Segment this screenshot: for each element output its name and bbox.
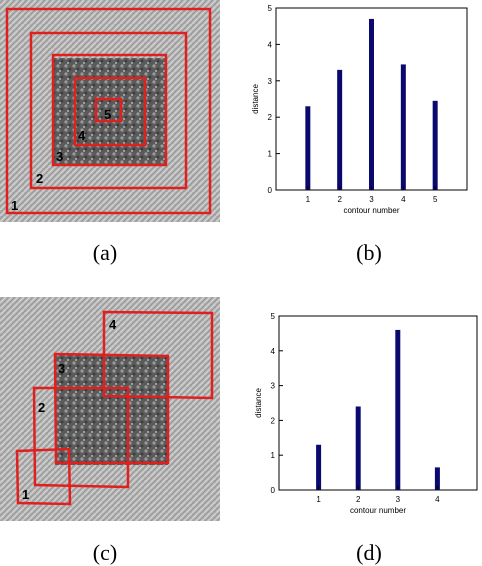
dark-region [53, 58, 167, 166]
contour-label-1: 1 [11, 198, 18, 213]
contour-label-2: 2 [36, 171, 43, 186]
y-tick-label: 1 [271, 451, 276, 460]
contour-3 [53, 352, 170, 465]
x-axis-label: contour number [350, 506, 406, 515]
x-tick-label: 1 [306, 195, 311, 204]
bar-2 [355, 406, 361, 490]
contour-label-3: 3 [56, 149, 63, 164]
y-tick-label: 4 [271, 347, 276, 356]
contour-1 [5, 7, 212, 215]
bar-3 [395, 329, 401, 490]
texture-image-c: 1 2 3 4 [0, 297, 220, 521]
bar-1 [305, 106, 311, 190]
dark-region [55, 355, 168, 465]
x-tick-label: 4 [435, 495, 440, 504]
bar-5 [432, 100, 438, 190]
contour-2 [29, 31, 188, 190]
y-tick-label: 1 [268, 150, 273, 159]
bar-3 [369, 18, 374, 191]
contour-5 [94, 97, 123, 123]
x-tick-label: 2 [337, 195, 342, 204]
y-tick-label: 0 [268, 186, 273, 195]
x-tick-label: 3 [369, 195, 374, 204]
y-tick-label: 3 [268, 77, 273, 86]
caption-c: (c) [92, 540, 118, 565]
contour-label-4: 4 [109, 317, 117, 332]
y-tick-label: 0 [271, 486, 276, 495]
contour-label-3: 3 [58, 361, 65, 376]
y-tick-label: 2 [268, 113, 273, 122]
x-tick-label: 4 [401, 195, 406, 204]
bar-chart-d: 0 1 2 3 4 5 1 2 3 4 contour number distance [254, 312, 478, 515]
y-tick-label: 5 [271, 312, 276, 321]
contour-label-2: 2 [38, 400, 45, 415]
y-tick-label: 4 [268, 40, 273, 49]
contour-1 [15, 447, 72, 506]
y-axis-label: distance [254, 388, 263, 418]
contour-label-4: 4 [78, 128, 86, 143]
x-tick-label: 3 [396, 495, 401, 504]
bar-chart-b: 0 1 2 3 4 5 1 2 3 4 5 contour number distance [251, 4, 468, 215]
y-tick-label: 3 [271, 382, 276, 391]
contour-label-1: 1 [22, 487, 29, 502]
x-tick-label: 1 [316, 495, 321, 504]
contour-label-5: 5 [104, 107, 111, 122]
x-tick-label: 5 [433, 195, 438, 204]
caption-a: (a) [92, 240, 118, 265]
x-tick-label: 2 [356, 495, 361, 504]
texture-image-a: 1 2 3 4 5 [0, 0, 220, 222]
contour-4 [73, 76, 147, 147]
bar-2 [337, 69, 343, 190]
bar-4 [400, 64, 406, 190]
caption-b: (b) [356, 240, 382, 265]
bar-1 [316, 444, 322, 490]
x-axis-label: contour number [343, 206, 399, 215]
contour-3 [51, 53, 168, 167]
plot-frame [278, 315, 478, 491]
contour-2 [32, 386, 130, 489]
bar-4 [434, 467, 440, 490]
contour-4 [102, 310, 214, 400]
y-tick-label: 2 [271, 416, 276, 425]
y-axis-label: distance [251, 84, 260, 114]
y-tick-label: 5 [268, 4, 273, 13]
caption-d: (d) [356, 540, 382, 565]
